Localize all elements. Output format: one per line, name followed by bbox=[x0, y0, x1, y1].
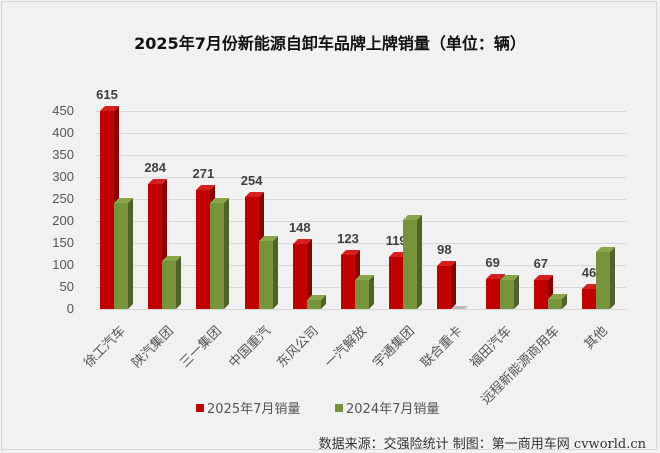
bar-2025 bbox=[437, 260, 457, 309]
value-label: 284 bbox=[144, 160, 167, 176]
y-tick-label: 50 bbox=[59, 279, 74, 294]
bar-2025 bbox=[292, 238, 312, 309]
y-tick-label: 150 bbox=[52, 235, 74, 250]
bar-2024 bbox=[499, 275, 519, 309]
bar-2024 bbox=[355, 274, 374, 309]
legend-swatch-green bbox=[335, 403, 343, 412]
value-label: 123 bbox=[337, 230, 359, 246]
value-label: 119 bbox=[385, 232, 407, 248]
bar-2024 bbox=[403, 214, 423, 309]
bar-2025 bbox=[196, 184, 216, 309]
value-label: 98 bbox=[437, 241, 452, 257]
bar-2024 bbox=[547, 294, 567, 309]
bar-2025 bbox=[341, 249, 360, 309]
value-label: 148 bbox=[288, 219, 311, 235]
legend-item-2025: 2025年7月销量 bbox=[196, 398, 300, 417]
bar-2024 bbox=[210, 198, 230, 309]
y-tick-label: 350 bbox=[52, 147, 74, 162]
value-label: 254 bbox=[240, 173, 263, 189]
bar-2025 bbox=[533, 274, 553, 309]
y-tick-label: 250 bbox=[52, 191, 74, 206]
legend-label: 2024年7月销量 bbox=[346, 402, 440, 417]
y-tick-label: 300 bbox=[52, 169, 74, 184]
gridline bbox=[96, 309, 626, 310]
gridline bbox=[96, 243, 626, 244]
bar-2024 bbox=[114, 198, 133, 309]
gridline bbox=[96, 199, 626, 200]
legend-label: 2025年7月销量 bbox=[207, 402, 301, 417]
legend-swatch-red bbox=[196, 403, 204, 412]
gridline bbox=[96, 265, 626, 266]
gridline bbox=[96, 133, 626, 134]
value-label: 67 bbox=[533, 255, 549, 271]
legend-item-2024: 2024年7月销量 bbox=[335, 398, 439, 417]
gridline bbox=[96, 111, 626, 112]
bar-2025 bbox=[582, 283, 601, 309]
bar-2025 bbox=[100, 106, 119, 309]
y-tick-label: 200 bbox=[52, 213, 74, 228]
gridline bbox=[96, 155, 626, 156]
chart-title: 2025年7月份新能源自卸车品牌上牌销量（单位：辆） bbox=[134, 34, 526, 53]
value-label: 615 bbox=[96, 87, 118, 102]
value-label: 271 bbox=[192, 165, 215, 181]
bar-2025 bbox=[389, 251, 409, 309]
value-label: 46 bbox=[581, 264, 597, 280]
y-tick-label: 450 bbox=[52, 103, 74, 118]
bar-2024 bbox=[162, 255, 182, 309]
bar-2025 bbox=[244, 192, 264, 309]
value-label: 69 bbox=[485, 254, 500, 270]
bar-2024 bbox=[596, 246, 615, 309]
bar-2024 bbox=[258, 235, 278, 309]
bar-2024 bbox=[306, 295, 326, 309]
bar-2025 bbox=[485, 273, 505, 309]
bar-2025 bbox=[148, 179, 168, 309]
y-tick-label: 100 bbox=[52, 257, 74, 272]
gridline bbox=[96, 221, 626, 222]
y-tick-label: 0 bbox=[66, 301, 74, 316]
gridline bbox=[96, 177, 626, 178]
y-tick-label: 400 bbox=[52, 125, 74, 140]
bar-2024 bbox=[451, 306, 469, 309]
data-source-note: 数据来源：交强险统计 制图：第一商用车网 cvworld.cn bbox=[318, 437, 646, 452]
